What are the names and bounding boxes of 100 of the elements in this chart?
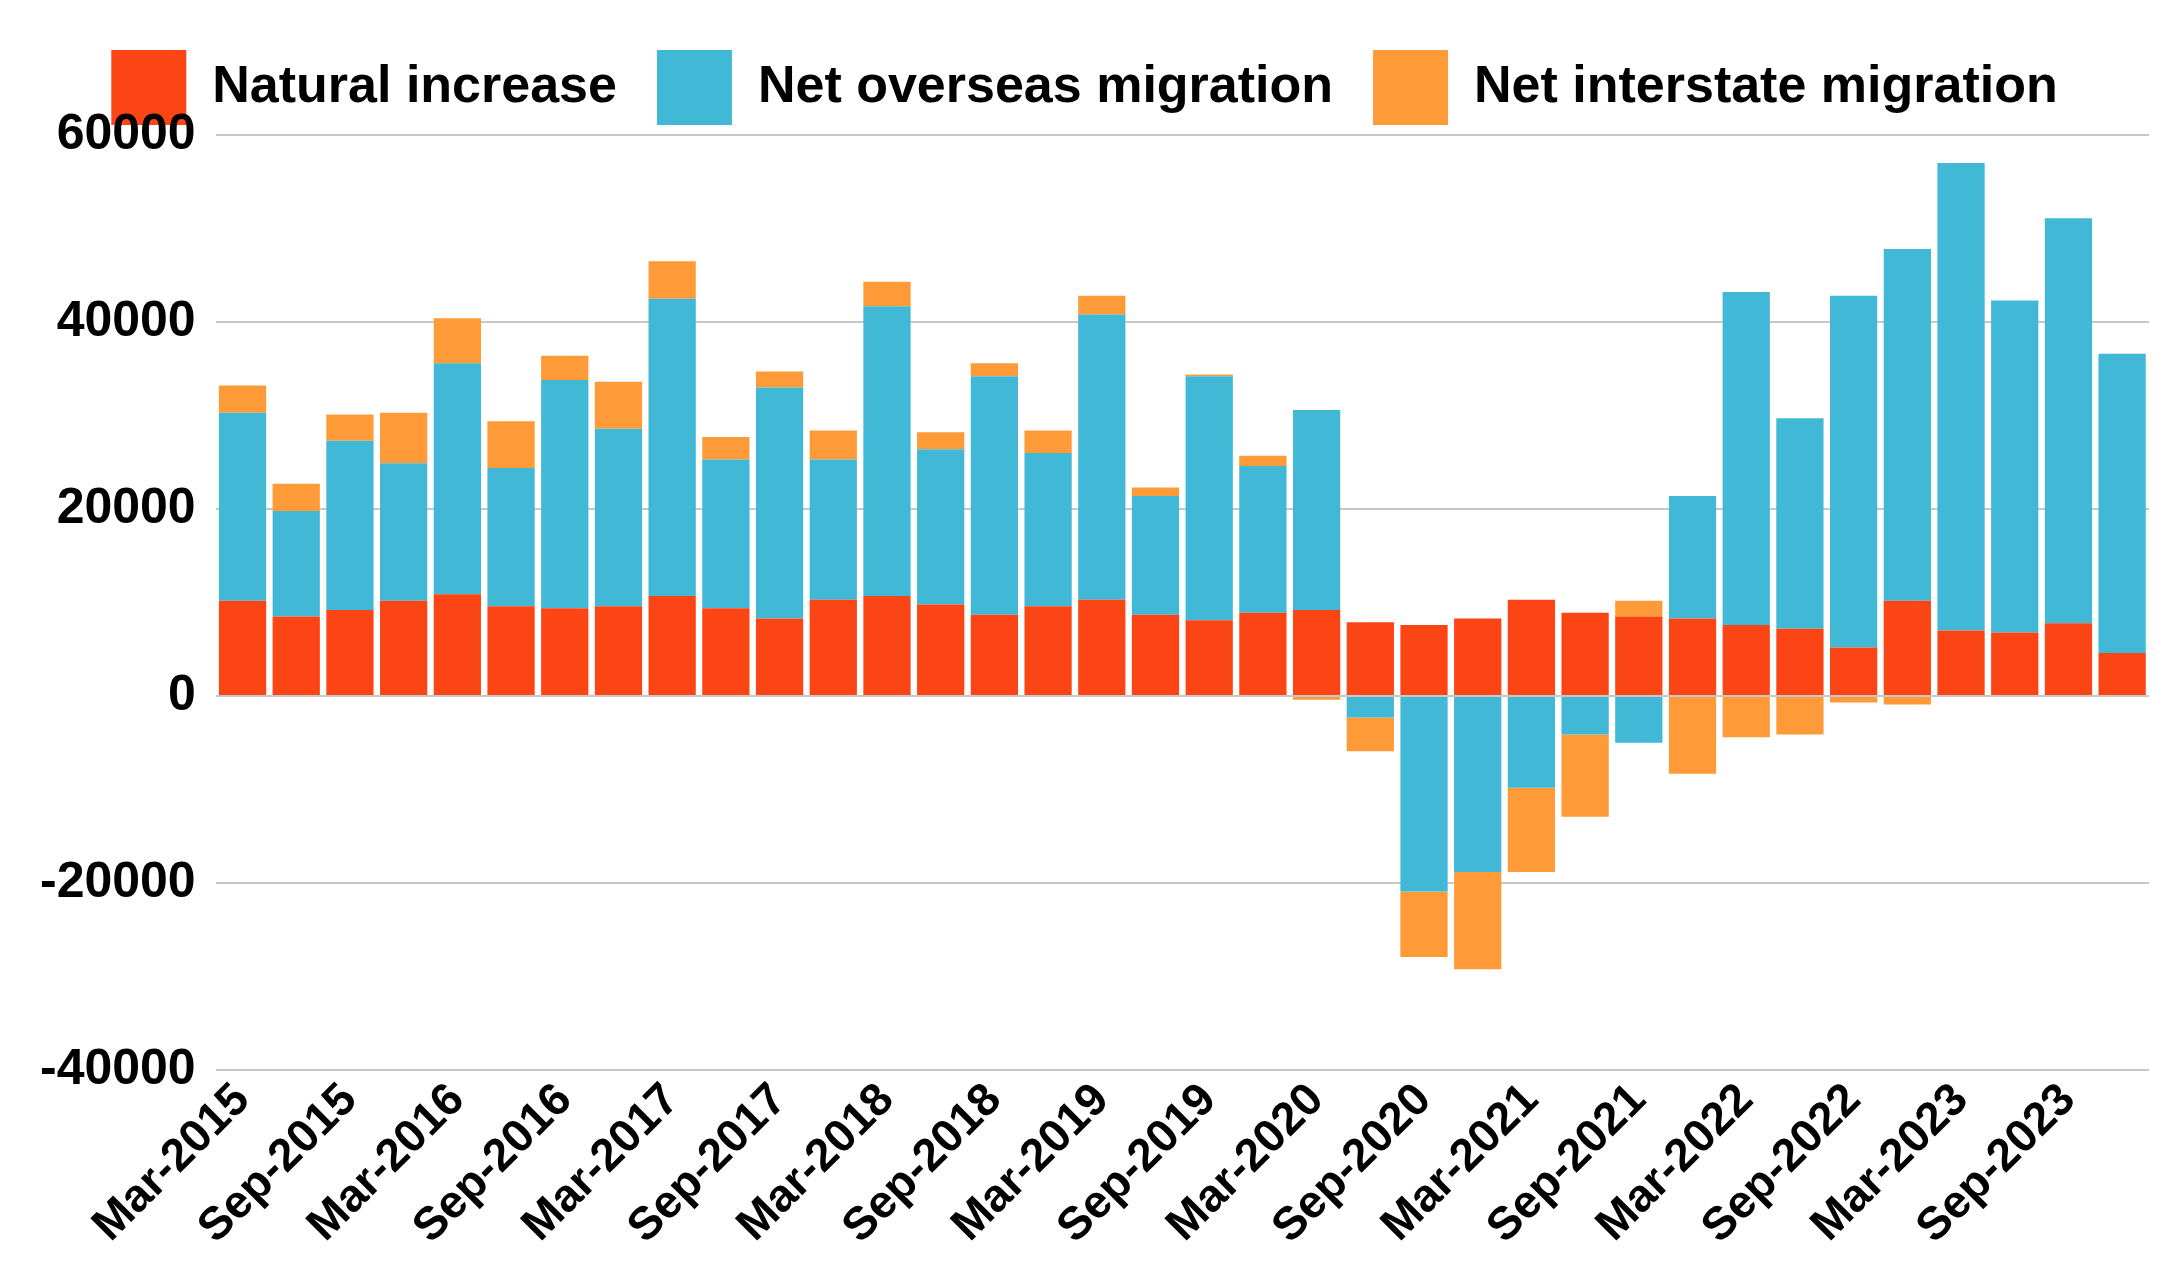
bar — [594, 428, 643, 607]
bar — [1024, 452, 1072, 607]
bar — [1292, 697, 1341, 700]
bar — [272, 483, 320, 511]
bar — [1024, 430, 1072, 453]
bar — [1400, 625, 1448, 696]
bar — [809, 430, 857, 460]
bar — [326, 414, 374, 441]
bar — [218, 600, 267, 696]
bar — [863, 596, 911, 696]
bar — [1883, 600, 1931, 696]
bar — [1346, 622, 1394, 696]
bar — [380, 412, 428, 464]
bar — [1668, 618, 1717, 696]
legend-label: Net interstate migration — [1474, 54, 2058, 113]
bar — [1239, 466, 1287, 613]
bar — [1991, 300, 2039, 633]
bar — [863, 281, 911, 307]
bar — [326, 610, 374, 696]
bar — [2044, 623, 2093, 696]
bar — [1668, 697, 1717, 774]
bar — [1830, 295, 1878, 648]
bar — [1078, 599, 1126, 696]
bar — [1454, 618, 1502, 696]
bar — [1991, 632, 2039, 696]
bar — [272, 510, 320, 617]
bar — [2044, 218, 2093, 624]
bar — [594, 606, 643, 696]
y-tick-label: 20000 — [56, 477, 196, 534]
bar — [1830, 647, 1878, 696]
bar — [2098, 353, 2146, 654]
bar — [1830, 697, 1878, 703]
bar — [1507, 787, 1556, 872]
bar — [1400, 697, 1448, 892]
bar — [1078, 295, 1126, 315]
bar — [380, 600, 428, 696]
bar — [1131, 495, 1180, 615]
bar — [1131, 614, 1180, 696]
bar — [433, 363, 481, 595]
y-tick-label: 60000 — [56, 103, 196, 160]
bar — [1615, 697, 1663, 743]
bar — [541, 608, 589, 696]
legend-label: Natural increase — [212, 54, 617, 113]
bar — [970, 363, 1019, 377]
bar — [917, 449, 965, 605]
bar — [1078, 314, 1126, 600]
bar — [2098, 653, 2146, 696]
bar — [1346, 717, 1394, 752]
bar — [1507, 697, 1556, 788]
bar — [326, 440, 374, 611]
bar — [380, 463, 428, 601]
bar — [433, 594, 481, 696]
bar — [433, 318, 481, 364]
y-tick-label: -20000 — [39, 851, 196, 908]
bar — [648, 298, 696, 597]
bar — [648, 261, 696, 299]
bar — [1776, 628, 1824, 696]
bar — [1292, 610, 1341, 696]
bar — [1776, 418, 1824, 629]
bar — [1883, 697, 1931, 705]
bar — [648, 596, 696, 696]
bar — [272, 616, 320, 696]
bar — [755, 618, 804, 696]
bar — [1561, 734, 1609, 817]
bar — [1668, 495, 1717, 619]
bar — [809, 599, 857, 696]
bar — [917, 432, 965, 450]
y-tick-label: 40000 — [56, 290, 196, 347]
y-tick-label: 0 — [167, 664, 196, 721]
bar — [541, 380, 589, 609]
bar — [1561, 697, 1609, 735]
bar — [1346, 697, 1394, 718]
bar — [702, 437, 750, 460]
bar — [1131, 487, 1180, 496]
bar — [755, 387, 804, 619]
bar — [1615, 616, 1663, 696]
bar — [809, 459, 857, 600]
legend-label: Net overseas migration — [757, 54, 1334, 113]
bar — [1776, 697, 1824, 735]
bar — [1722, 625, 1770, 696]
y-tick-label: -40000 — [39, 1038, 196, 1095]
bar — [755, 371, 804, 388]
bar — [1400, 891, 1448, 957]
bar — [1239, 455, 1287, 467]
bar — [487, 606, 535, 696]
bar — [487, 421, 535, 468]
bar — [1561, 612, 1609, 696]
bar — [1937, 163, 1985, 631]
bar — [1454, 697, 1502, 872]
bar — [487, 467, 535, 607]
bar — [1615, 600, 1663, 617]
bar — [702, 459, 750, 609]
bar — [1883, 249, 1931, 601]
bar — [218, 412, 267, 601]
bar — [1722, 697, 1770, 738]
bar — [970, 376, 1019, 615]
bar — [1185, 376, 1233, 621]
bar — [1722, 292, 1770, 625]
bar — [1454, 871, 1502, 970]
bar — [1024, 606, 1072, 696]
